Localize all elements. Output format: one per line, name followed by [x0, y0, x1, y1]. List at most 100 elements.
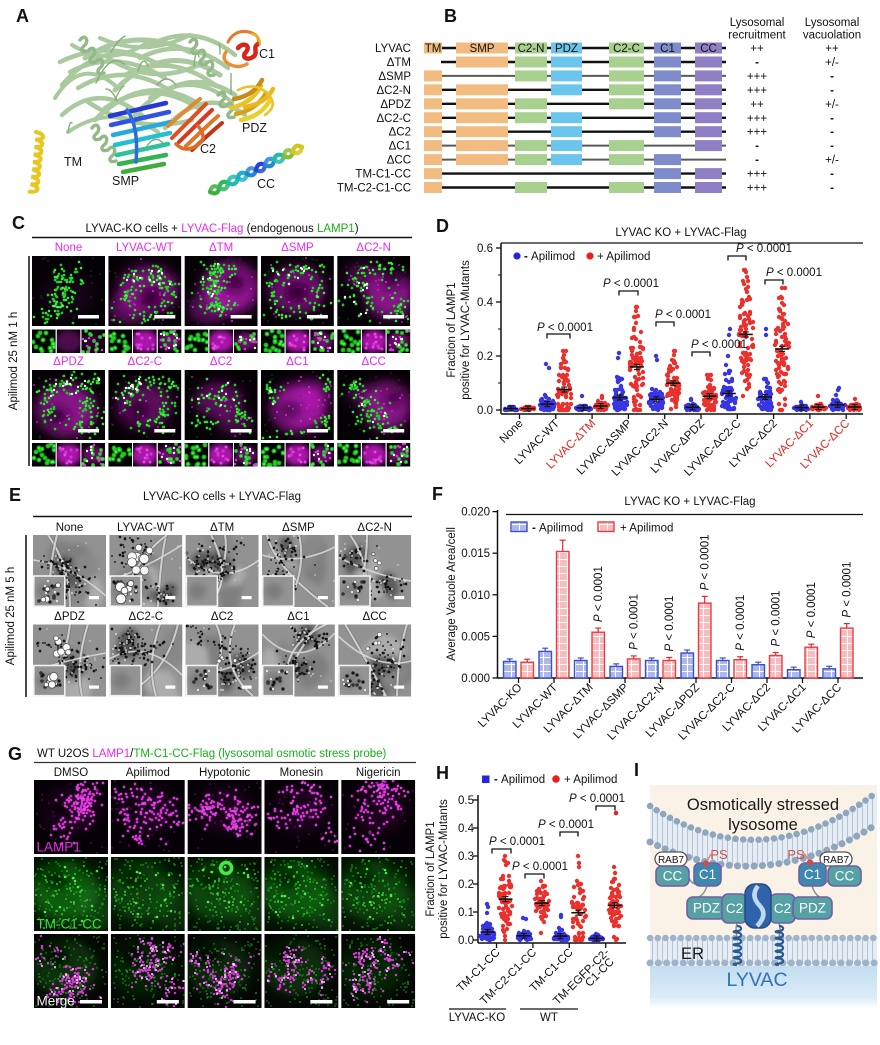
svg-text:ΔC2-N: ΔC2-N — [376, 85, 411, 97]
svg-text:C1: C1 — [804, 867, 821, 882]
svg-text:P < 0.0001: P < 0.0001 — [735, 595, 747, 651]
svg-text:P < 0.0001: P < 0.0001 — [700, 534, 712, 590]
svg-text:LYVAC KO + LYVAC-Flag: LYVAC KO + LYVAC-Flag — [624, 496, 755, 508]
svg-text:+/-: +/- — [825, 99, 839, 111]
svg-text:SMP: SMP — [112, 174, 139, 188]
svg-text:PDZ: PDZ — [242, 121, 267, 135]
svg-text:Nigericin: Nigericin — [356, 767, 401, 779]
svg-text:C: C — [12, 213, 25, 233]
svg-text:E: E — [9, 485, 21, 505]
svg-text:SMP: SMP — [470, 43, 495, 55]
svg-text:RAB7: RAB7 — [658, 855, 685, 866]
svg-text:LYVAC KO + LYVAC-Flag: LYVAC KO + LYVAC-Flag — [615, 227, 746, 239]
svg-text:PS: PS — [787, 847, 805, 862]
svg-text:-: - — [755, 155, 759, 167]
svg-text:TM: TM — [64, 155, 82, 169]
svg-text:vacuolation: vacuolation — [803, 30, 861, 42]
svg-text:ER: ER — [681, 945, 704, 963]
svg-text:ΔTM: ΔTM — [210, 522, 234, 534]
svg-text:+++: +++ — [747, 169, 767, 181]
svg-text:C1: C1 — [660, 43, 675, 55]
svg-text:C2-N: C2-N — [518, 43, 545, 55]
svg-text:A: A — [16, 6, 29, 26]
svg-text:0.020: 0.020 — [461, 507, 490, 519]
svg-text:I: I — [634, 760, 639, 780]
svg-text:ΔTM: ΔTM — [209, 242, 233, 254]
svg-text:0.4: 0.4 — [477, 297, 494, 309]
svg-text:P < 0.0001: P < 0.0001 — [736, 243, 792, 255]
svg-text:0.2: 0.2 — [458, 879, 474, 891]
svg-text:P < 0.0001: P < 0.0001 — [569, 793, 625, 805]
svg-text:P < 0.0001: P < 0.0001 — [512, 861, 568, 873]
svg-text:LYVAC-KO cells + LYVAC-Flag (e: LYVAC-KO cells + LYVAC-Flag (endogenous … — [85, 223, 358, 235]
svg-text:lysosome: lysosome — [728, 816, 798, 834]
svg-text:ΔC1: ΔC1 — [287, 611, 309, 623]
svg-text:+++: +++ — [747, 183, 767, 195]
svg-text:D: D — [436, 216, 449, 236]
svg-text:recruitment: recruitment — [728, 30, 786, 42]
svg-text:P < 0.0001: P < 0.0001 — [771, 591, 783, 647]
svg-text:0.3: 0.3 — [458, 851, 474, 863]
svg-text:LYVAC-KO cells + LYVAC-Flag: LYVAC-KO cells + LYVAC-Flag — [143, 491, 301, 503]
svg-text:F: F — [432, 484, 443, 504]
svg-text:- Apilimod: - Apilimod — [494, 774, 545, 786]
svg-text:ΔC2-N: ΔC2-N — [357, 522, 392, 534]
svg-text:0.015: 0.015 — [461, 548, 490, 560]
svg-text:WT: WT — [540, 1012, 558, 1024]
svg-text:Fraction of LAMP1: Fraction of LAMP1 — [446, 282, 458, 377]
svg-text:LYVAC: LYVAC — [375, 43, 411, 55]
svg-text:RAB7: RAB7 — [823, 855, 850, 866]
svg-text:0.5: 0.5 — [458, 795, 474, 807]
svg-text:LYVAC-WT: LYVAC-WT — [116, 242, 174, 254]
svg-text:Merge: Merge — [37, 994, 75, 1009]
svg-text:ΔC2-N: ΔC2-N — [356, 242, 391, 254]
svg-text:0.4: 0.4 — [458, 823, 475, 835]
svg-text:ΔCC: ΔCC — [362, 356, 386, 368]
svg-text:+++: +++ — [747, 127, 767, 139]
svg-text:ΔTM: ΔTM — [387, 57, 411, 69]
svg-text:++: ++ — [750, 43, 764, 55]
svg-text:-: - — [830, 169, 834, 181]
svg-text:ΔC2-C: ΔC2-C — [376, 113, 411, 125]
svg-text:+ Apilimod: + Apilimod — [620, 523, 673, 535]
svg-text:PDZ: PDZ — [693, 901, 720, 916]
svg-text:0.010: 0.010 — [461, 590, 490, 602]
svg-text:WT U2OS LAMP1/TM-C1-CC-Flag (l: WT U2OS LAMP1/TM-C1-CC-Flag (lysosomal o… — [37, 748, 387, 760]
svg-text:C1: C1 — [259, 47, 275, 61]
svg-text:0.0: 0.0 — [477, 405, 493, 417]
svg-text:-: - — [830, 183, 834, 195]
svg-text:Monesin: Monesin — [280, 767, 323, 779]
svg-text:Lysosomal: Lysosomal — [730, 17, 785, 29]
svg-text:TM: TM — [425, 43, 442, 55]
svg-text:P < 0.0001: P < 0.0001 — [664, 596, 676, 652]
svg-text:LYVAC: LYVAC — [726, 969, 787, 991]
svg-text:Hypotonic: Hypotonic — [199, 767, 250, 779]
svg-text:ΔPDZ: ΔPDZ — [54, 611, 85, 623]
svg-text:positive for LYVAC-Mutants: positive for LYVAC-Mutants — [460, 260, 472, 400]
svg-text:Average Vacuole Area/cell: Average Vacuole Area/cell — [446, 527, 458, 661]
svg-text:C2: C2 — [774, 901, 791, 916]
svg-text:P < 0.0001: P < 0.0001 — [691, 339, 747, 351]
svg-text:Lysosomal: Lysosomal — [805, 17, 860, 29]
svg-text:None: None — [55, 242, 83, 254]
svg-text:ΔC2: ΔC2 — [389, 127, 411, 139]
svg-text:Apilimod 25 nM 1 h: Apilimod 25 nM 1 h — [8, 312, 20, 410]
svg-text:-: - — [830, 127, 834, 139]
svg-text:ΔC2: ΔC2 — [211, 611, 233, 623]
svg-text:TM-C2-C1-CC: TM-C2-C1-CC — [337, 183, 411, 195]
svg-text:ΔSMP: ΔSMP — [281, 242, 314, 254]
svg-text:-: - — [830, 71, 834, 83]
svg-text:Apilimod 25 nM 5 h: Apilimod 25 nM 5 h — [5, 567, 17, 665]
svg-text:Osmotically stressed: Osmotically stressed — [687, 796, 839, 814]
svg-text:LYVAC-WT: LYVAC-WT — [117, 522, 175, 534]
svg-text:-: - — [830, 141, 834, 153]
svg-text:DMSO: DMSO — [54, 767, 89, 779]
svg-text:P < 0.0001: P < 0.0001 — [655, 309, 711, 321]
svg-text:0.005: 0.005 — [461, 631, 490, 643]
svg-text:C2-C: C2-C — [613, 43, 640, 55]
svg-text:LYVAC-KO: LYVAC-KO — [449, 1012, 506, 1024]
svg-text:0.000: 0.000 — [461, 673, 490, 685]
svg-text:0.0: 0.0 — [458, 935, 474, 947]
svg-text:ΔCC: ΔCC — [363, 611, 387, 623]
svg-text:C1: C1 — [699, 867, 716, 882]
